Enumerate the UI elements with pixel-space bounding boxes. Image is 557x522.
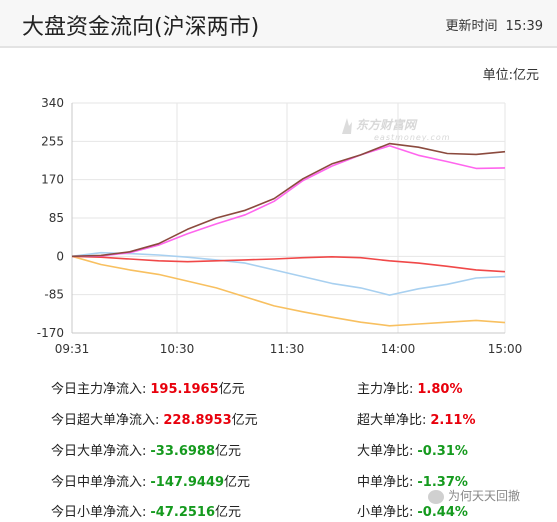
wechat-footer: 为何天天回撤 [428,487,520,504]
stat-flow-row: 今日大单净流入: -33.6988亿元 [51,440,241,459]
stat-unit: 亿元 [215,505,242,520]
stat-label: 今日小单净流入: [51,505,147,520]
stat-ratio-row: 小单净比: -0.44% [357,501,468,520]
y-tick-label: 85 [49,211,64,225]
stat-value: -47.2516 [150,505,215,520]
stat-ratio-label: 中单净比: [357,475,414,490]
update-time: 更新时间 15:39 [446,15,543,34]
stat-ratio-value: 1.80% [417,382,463,397]
chart-axes: 340 255 170 85 0 -85 -170 09:31 10:30 11:30 14:00 1… [37,96,523,356]
x-tick-label: 10:30 [160,342,195,356]
stat-flow-row: 今日超大单净流入: 228.8953亿元 [51,409,258,428]
x-tick-label: 15:00 [488,342,523,356]
stat-ratio-value: 2.11% [430,413,476,428]
stat-label: 今日中单净流入: [51,475,147,490]
stat-ratio-row: 主力净比: 1.80% [357,378,463,397]
y-tick-label: 255 [41,134,64,148]
stat-unit: 亿元 [218,382,245,397]
chart-series [71,142,506,327]
watermark-logo-icon [342,118,352,134]
stat-label: 今日大单净流入: [51,444,147,459]
y-tick-label: 340 [41,96,64,110]
y-tick-label: 170 [41,173,64,187]
stat-ratio-value: -0.44% [417,505,468,520]
x-tick-label: 14:00 [381,342,416,356]
stat-ratio-row: 大单净比: -0.31% [357,440,468,459]
unit-label: 单位:亿元 [482,68,539,83]
wechat-name: 为何天天回撤 [448,489,521,503]
series-line-medium [71,251,506,296]
stat-unit: 亿元 [215,444,242,459]
update-time-label: 更新时间 [445,19,498,34]
stat-flow-row: 今日主力净流入: 195.1965亿元 [51,378,245,397]
y-tick-label: -170 [37,326,64,340]
stat-flow-row: 今日小单净流入: -47.2516亿元 [51,501,241,520]
chart-grid [71,102,506,334]
watermark: 东方财富网 eastmoney.com [342,116,451,142]
series-line-large [71,255,506,273]
stat-ratio-label: 小单净比: [357,505,414,520]
series-line-small [71,255,506,327]
wechat-icon [428,489,444,504]
stat-ratio-label: 主力净比: [357,382,414,397]
stat-value: 228.8953 [163,413,232,428]
stat-ratio-row: 超大单净比: 2.11% [357,409,476,428]
y-tick-label: 0 [56,249,64,263]
stat-ratio-label: 大单净比: [357,444,414,459]
stat-unit: 亿元 [231,413,258,428]
series-line-super [71,145,506,258]
header: 大盘资金流向(沪深两市) 更新时间 15:39 [0,0,557,48]
series-line-main [71,142,506,258]
stat-label: 今日主力净流入: [51,382,147,397]
stat-ratio-value: -0.31% [417,444,468,459]
watermark-domain: eastmoney.com [374,133,451,142]
stat-value: -33.6988 [150,444,215,459]
flow-chart: 340 255 170 85 0 -85 -170 09:31 10:30 11:30 14:00 1… [37,96,523,356]
page-title: 大盘资金流向(沪深两市) [22,15,260,40]
stat-flow-row: 今日中单净流入: -147.9449亿元 [51,471,250,490]
stat-value: 195.1965 [150,382,219,397]
stat-label: 今日超大单净流入: [51,413,160,428]
watermark-brand: 东方财富网 [356,118,417,132]
stat-value: -147.9449 [150,475,225,490]
x-tick-label: 09:31 [55,342,90,356]
x-tick-label: 11:30 [270,342,305,356]
stat-ratio-label: 超大单净比: [357,413,427,428]
stat-ratio-row: 中单净比: -1.37% [357,471,468,490]
stat-ratio-value: -1.37% [417,475,468,490]
stat-unit: 亿元 [224,475,251,490]
y-tick-label: -85 [44,288,64,302]
update-time-value: 15:39 [505,19,543,34]
